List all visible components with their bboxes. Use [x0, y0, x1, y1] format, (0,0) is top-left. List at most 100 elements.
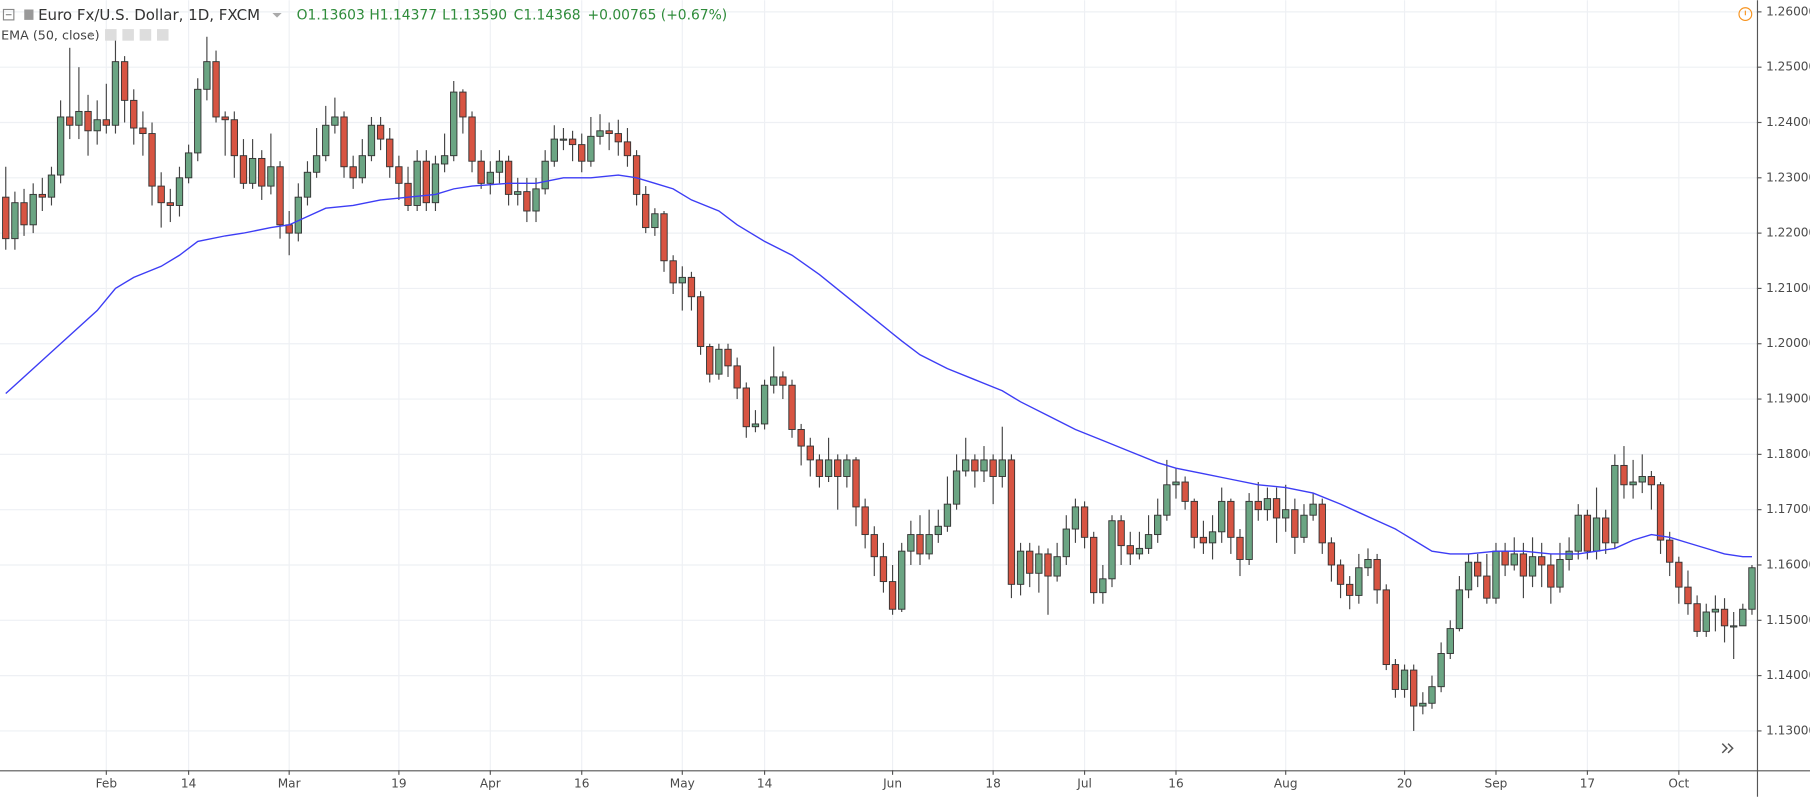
candle-body-down — [157, 185, 165, 204]
y-tick-label: 1.16000 — [1766, 557, 1810, 571]
indicator-button[interactable] — [105, 29, 117, 41]
x-tick-label: 16 — [1168, 777, 1183, 791]
candle-body-up — [267, 166, 275, 187]
candle-body-up — [303, 171, 312, 198]
candle-body-up — [93, 119, 101, 132]
candle-body-down — [1336, 564, 1345, 585]
candle-body-down — [221, 116, 229, 121]
candle-body-down — [568, 138, 577, 146]
candle-body-down — [1236, 536, 1244, 560]
candle-body-down — [861, 506, 869, 536]
candle-body-down — [130, 99, 138, 129]
candle-body-down — [468, 116, 476, 162]
candle-body-down — [623, 141, 632, 157]
candle-body-up — [943, 503, 952, 527]
y-tick-label: 1.17000 — [1766, 502, 1810, 516]
indicator-label[interactable]: EMA (50, close) — [1, 28, 99, 43]
candle-body-down — [1126, 545, 1134, 555]
candle-body-down — [614, 133, 622, 143]
scroll-to-end[interactable] — [1721, 743, 1734, 754]
candle-body-down — [212, 61, 220, 118]
candle-body-up — [1638, 476, 1646, 483]
high-value: H1.14377 — [369, 7, 437, 23]
candle-body-down — [148, 133, 156, 187]
plot-area — [2, 36, 1756, 731]
candle-body-down — [724, 348, 732, 367]
candle-body-up — [194, 88, 202, 154]
candle-body-down — [870, 534, 878, 558]
candle-body-up — [1163, 484, 1171, 516]
candle-body-down — [1199, 536, 1208, 544]
x-tick-label: Aug — [1274, 777, 1298, 791]
x-tick-label: Jun — [882, 777, 902, 791]
candle-body-down — [504, 160, 513, 195]
y-tick-label: 1.25000 — [1766, 60, 1810, 74]
candle-body-up — [175, 177, 184, 206]
candle-body-up — [532, 188, 540, 212]
candle-body-down — [1656, 484, 1665, 541]
indicator-button[interactable] — [139, 29, 152, 41]
candle-body-up — [358, 155, 366, 179]
candle-body-up — [29, 193, 37, 226]
candle-body-down — [258, 157, 266, 187]
candle-body-down — [459, 91, 467, 118]
candle-body-up — [312, 155, 321, 173]
candle-body-up — [1574, 514, 1582, 552]
candle-body-down — [1382, 589, 1390, 666]
indicator-menu[interactable] — [87, 33, 95, 38]
candle-body-up — [248, 157, 257, 184]
candle-body-up — [440, 155, 449, 165]
candle-body-up — [550, 138, 558, 162]
candle-body-up — [1309, 503, 1317, 516]
x-tick-label: Mar — [278, 777, 301, 791]
y-tick-label: 1.19000 — [1766, 392, 1810, 406]
ema-line — [5, 174, 1752, 558]
candle-body-down — [38, 193, 46, 198]
candle-body-down — [1602, 517, 1610, 544]
candle-body-down — [1647, 476, 1656, 486]
candle-body-up — [559, 138, 568, 141]
candle-body-down — [834, 459, 842, 477]
candle-body-down — [971, 459, 979, 472]
candle-body-down — [230, 119, 238, 157]
candle-body-down — [1410, 669, 1418, 707]
candle-body-down — [1190, 500, 1198, 538]
y-tick-label: 1.14000 — [1766, 668, 1810, 682]
candle-body-down — [1272, 498, 1281, 519]
candle-body-up — [1263, 498, 1272, 511]
y-tick-label: 1.20000 — [1766, 336, 1810, 350]
candle-body-up — [980, 459, 988, 472]
symbol-title[interactable]: Euro Fx/U.S. Dollar, 1D, FXCM — [38, 6, 260, 24]
candle-body-down — [1483, 575, 1491, 599]
candle-body-up — [294, 196, 302, 234]
candle-body-down — [687, 276, 696, 298]
indicator-button[interactable] — [156, 29, 169, 41]
indicator-button[interactable] — [122, 29, 134, 41]
candle-body-up — [1053, 556, 1061, 577]
y-tick-label: 1.26000 — [1766, 4, 1810, 18]
candle-body-up — [1218, 500, 1226, 533]
alert-icon[interactable] — [1738, 7, 1753, 22]
symbol-menu[interactable] — [272, 12, 282, 18]
candle-body-down — [395, 166, 403, 184]
candle-body-down — [1666, 539, 1674, 563]
y-tick-label: 1.23000 — [1766, 170, 1810, 184]
candle-body-up — [1592, 517, 1601, 552]
candle-body-down — [806, 445, 814, 461]
candle-body-down — [916, 534, 924, 555]
candle-body-up — [1108, 520, 1116, 580]
candle-body-down — [404, 182, 412, 206]
candle-body-down — [1373, 558, 1381, 591]
candle-body-down — [696, 296, 705, 347]
candle-body-up — [898, 550, 906, 610]
candle-body-down — [1620, 464, 1628, 486]
candle-body-up — [651, 213, 659, 229]
candle-body-down — [422, 160, 430, 204]
close-value: C1.14368 — [514, 7, 581, 23]
collapse-icon[interactable] — [2, 8, 15, 21]
candle-body-up — [1300, 514, 1308, 538]
y-tick-label: 1.22000 — [1766, 226, 1810, 240]
candle-body-up — [1364, 558, 1372, 569]
candle-body-up — [587, 135, 595, 162]
x-tick-label: Apr — [480, 777, 501, 791]
